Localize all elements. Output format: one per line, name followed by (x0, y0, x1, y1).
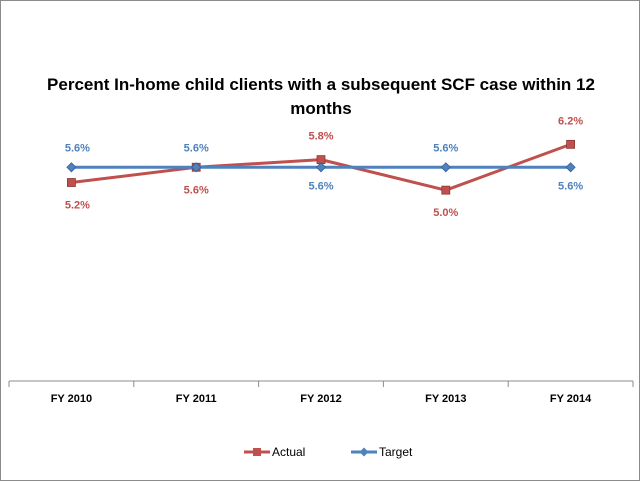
x-tick-label: FY 2014 (550, 393, 592, 405)
data-point-actual (441, 185, 451, 195)
data-label-actual: 5.2% (65, 200, 90, 212)
data-label-actual: 5.0% (433, 207, 458, 219)
data-label-target: 5.6% (65, 142, 90, 154)
legend-label-target: Target (379, 445, 413, 459)
legend-marker-actual (253, 448, 261, 456)
data-point-target (440, 162, 451, 173)
data-label-target: 5.6% (184, 142, 209, 154)
data-point-target (66, 162, 77, 173)
data-point-actual (566, 139, 575, 149)
data-point-target (191, 162, 202, 173)
data-point-actual (67, 178, 76, 187)
data-label-actual: 6.2% (558, 115, 583, 127)
x-tick-label: FY 2011 (176, 393, 217, 405)
x-tick-label: FY 2013 (425, 393, 466, 405)
data-label-actual: 5.6% (184, 184, 209, 196)
x-tick-label: FY 2012 (300, 393, 341, 405)
chart-title: Percent In-home child clients with a sub… (47, 75, 595, 118)
data-label-target: 5.6% (308, 180, 333, 192)
x-tick-label: FY 2010 (51, 393, 92, 405)
legend-label-actual: Actual (272, 445, 305, 459)
data-label-target: 5.6% (558, 180, 583, 192)
data-label-target: 5.6% (433, 142, 458, 154)
legend-marker-target (359, 447, 369, 457)
data-point-target (315, 162, 327, 173)
data-label-actual: 5.8% (308, 131, 333, 143)
data-point-target (565, 162, 576, 173)
